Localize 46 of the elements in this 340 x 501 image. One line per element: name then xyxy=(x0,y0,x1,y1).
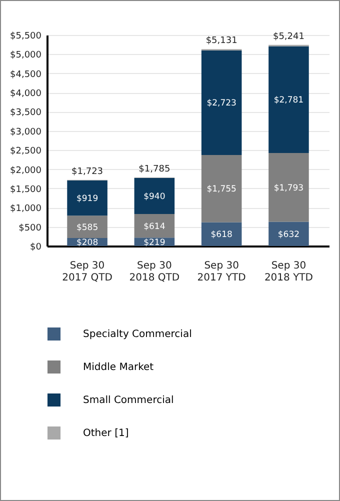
data-label: $585 xyxy=(76,222,98,233)
total-label: $5,241 xyxy=(272,32,304,42)
y-tick-label: $3,500 xyxy=(10,108,42,118)
data-label: $919 xyxy=(76,194,98,204)
y-tick-label: $5,500 xyxy=(10,32,42,42)
bar xyxy=(67,180,108,216)
x-tick-label: Sep 30 2017 QTD xyxy=(62,260,113,284)
y-tick-label: $500 xyxy=(18,223,42,234)
data-label: $2,723 xyxy=(206,98,236,109)
y-tick-label: $1,500 xyxy=(10,184,42,195)
data-label: $1,755 xyxy=(206,184,236,195)
y-tick-label: $4,000 xyxy=(10,89,42,100)
y-tick-label: $0 xyxy=(30,242,42,252)
data-label: $219 xyxy=(144,238,166,248)
data-label: $1,793 xyxy=(274,183,304,194)
bar xyxy=(268,152,309,222)
bar xyxy=(134,214,175,238)
bar xyxy=(134,178,175,214)
data-label: $632 xyxy=(278,230,300,240)
bar xyxy=(67,216,108,238)
legend-label: Middle Market xyxy=(83,362,154,373)
y-tick-label: $2,500 xyxy=(10,146,42,157)
y-tick-label: $2,000 xyxy=(10,166,42,176)
bar xyxy=(201,222,242,246)
bar xyxy=(201,154,242,222)
data-label: $208 xyxy=(76,238,98,248)
legend-label: Other [1] xyxy=(83,428,129,439)
data-label: $940 xyxy=(144,192,166,202)
bar xyxy=(268,46,309,153)
bar xyxy=(268,222,309,246)
x-tick-label: Sep 30 2017 YTD xyxy=(197,260,246,284)
legend-label: Specialty Commercial xyxy=(83,329,192,340)
data-label: $2,781 xyxy=(274,96,304,106)
total-label: $5,131 xyxy=(206,36,238,46)
x-tick-label: Sep 30 2018 QTD xyxy=(129,260,180,284)
bar xyxy=(201,50,242,155)
legend-label: Small Commercial xyxy=(83,395,174,406)
y-tick-label: $4,500 xyxy=(10,70,42,80)
y-tick-label: $5,000 xyxy=(10,50,42,61)
total-label: $1,785 xyxy=(138,164,170,175)
x-tick-label: Sep 30 2018 YTD xyxy=(264,260,314,284)
y-tick-label: $3,000 xyxy=(10,127,42,138)
data-label: $614 xyxy=(144,222,166,232)
y-tick-label: $1,000 xyxy=(10,204,42,214)
total-label: $1,723 xyxy=(72,166,104,177)
data-label: $618 xyxy=(210,230,232,240)
